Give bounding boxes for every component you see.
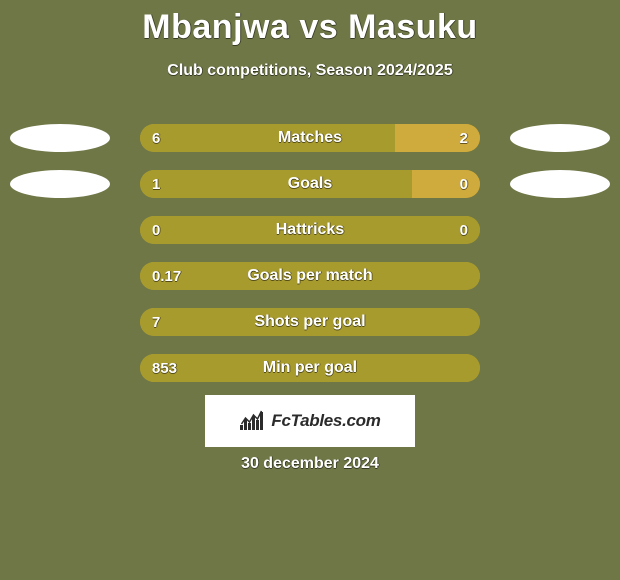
- left-player-pill: [10, 124, 110, 152]
- stat-row: Min per goal853: [140, 354, 480, 382]
- stat-bars: Matches62Goals10Hattricks00Goals per mat…: [140, 124, 480, 400]
- page-title: Mbanjwa vs Masuku: [0, 8, 620, 47]
- stat-row: Shots per goal7: [140, 308, 480, 336]
- stat-label: Shots per goal: [140, 308, 480, 336]
- stat-label: Min per goal: [140, 354, 480, 382]
- stat-label: Hattricks: [140, 216, 480, 244]
- stat-value-right: 0: [460, 170, 468, 198]
- date-label: 30 december 2024: [0, 455, 620, 473]
- bar-chart-icon: [239, 410, 265, 432]
- stat-row: Goals per match0.17: [140, 262, 480, 290]
- stat-row: Goals1 0: [140, 170, 480, 198]
- stat-value-left: 6: [152, 124, 160, 152]
- stat-value-left: 7: [152, 308, 160, 336]
- comparison-chart: Mbanjwa vs Masuku Club competitions, Sea…: [0, 0, 620, 580]
- stat-label: Goals per match: [140, 262, 480, 290]
- title-player-left: Mbanjwa: [142, 8, 289, 46]
- stat-label: Matches: [140, 124, 480, 152]
- right-player-pill: [510, 170, 610, 198]
- fctables-badge: FcTables.com: [205, 395, 415, 447]
- stat-value-right: 2: [460, 124, 468, 152]
- subtitle: Club competitions, Season 2024/2025: [0, 62, 620, 80]
- right-player-pill: [510, 124, 610, 152]
- fctables-label: FcTables.com: [271, 411, 380, 431]
- stat-value-left: 0: [152, 216, 160, 244]
- stat-value-left: 853: [152, 354, 177, 382]
- stat-row: Matches6 2: [140, 124, 480, 152]
- left-player-pill: [10, 170, 110, 198]
- stat-row: Hattricks0 0: [140, 216, 480, 244]
- stat-value-right: 0: [460, 216, 468, 244]
- title-vs: vs: [289, 8, 348, 46]
- stat-label: Goals: [140, 170, 480, 198]
- title-player-right: Masuku: [348, 8, 478, 46]
- stat-value-left: 1: [152, 170, 160, 198]
- stat-value-left: 0.17: [152, 262, 181, 290]
